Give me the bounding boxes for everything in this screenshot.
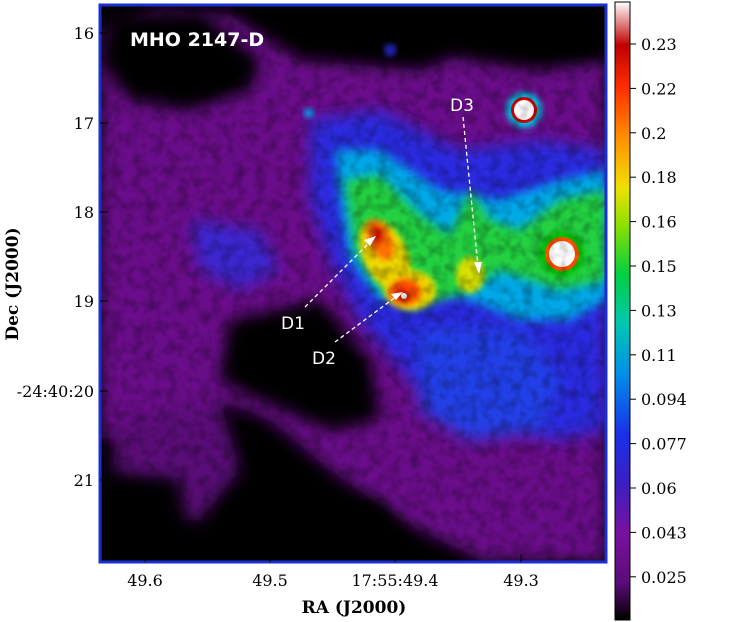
x-axis-label: RA (J2000) [302,598,407,618]
y-tick-label: 16 [74,24,94,43]
x-tick-label: 49.3 [503,571,539,590]
annotation-d3: D3 [450,96,474,116]
colorbar-tick-label: 0.06 [641,479,677,498]
y-tick-label: 19 [74,292,94,311]
y-axis-label: Dec (J2000) [3,227,23,340]
colorbar-tick-label: 0.043 [641,523,687,542]
colorbar-ticks: 0.23 0.22 0.2 0.18 0.16 0.15 0.13 0.11 0.094 0.07… [630,35,687,587]
annotation-arrows [304,116,479,343]
y-tick-label: 17 [74,114,94,133]
y-tick-label: -24:40:20 [17,382,94,401]
image-frame [98,3,608,564]
annotation-d2: D2 [312,349,336,369]
image-title: MHO 2147-D [130,29,264,51]
colorbar-tick-label: 0.23 [641,35,677,54]
image-panel [100,5,606,562]
y-tick-labels: 16 17 18 19 -24:40:20 21 [17,24,94,490]
annotation-arrowheads [364,236,482,300]
x-tick-labels: 49.6 49.5 17:55:49.4 49.3 [127,571,539,590]
axis-tick-marks [100,32,522,562]
colorbar-tick-label: 0.18 [641,168,677,187]
y-tick-label: 21 [74,471,94,490]
colorbar: 0.23 0.22 0.2 0.18 0.16 0.15 0.13 0.11 0.094 0.07… [614,1,687,621]
annotation-d1: D1 [281,314,305,334]
y-tick-label: 18 [74,203,94,222]
colorbar-tick-label: 0.2 [641,124,666,143]
colorbar-tick-label: 0.025 [641,568,687,587]
colorbar-tick-label: 0.15 [641,257,677,276]
colorbar-tick-label: 0.22 [641,79,677,98]
x-tick-label: 49.6 [127,571,163,590]
colorbar-tick-label: 0.094 [641,390,687,409]
colorbar-tick-label: 0.077 [641,435,687,454]
colorbar-tick-label: 0.13 [641,301,677,320]
colorbar-tick-label: 0.11 [641,346,677,365]
colorbar-tick-label: 0.16 [641,213,677,232]
x-tick-label: 17:55:49.4 [351,571,438,590]
x-tick-label: 49.5 [252,571,288,590]
